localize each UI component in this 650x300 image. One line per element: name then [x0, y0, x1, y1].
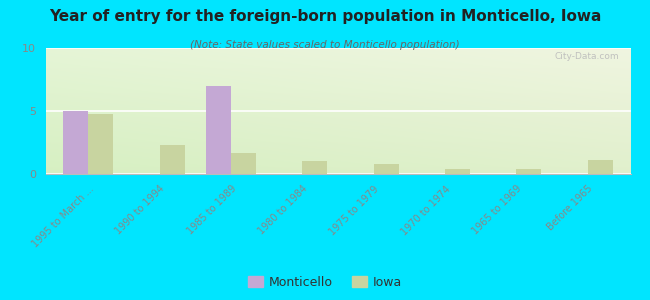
Text: (Note: State values scaled to Monticello population): (Note: State values scaled to Monticello… [190, 40, 460, 50]
Bar [206, 86, 231, 174]
Bar [445, 169, 470, 174]
Bar [374, 164, 398, 174]
Bar [88, 113, 113, 174]
Bar [63, 111, 88, 174]
Bar [588, 160, 613, 174]
Bar [516, 169, 541, 174]
Bar [160, 145, 185, 174]
Text: Year of entry for the foreign-born population in Monticello, Iowa: Year of entry for the foreign-born popul… [49, 9, 601, 24]
Bar [302, 161, 328, 174]
Text: City-Data.com: City-Data.com [554, 52, 619, 61]
Bar [231, 153, 256, 174]
Legend: Monticello, Iowa: Monticello, Iowa [242, 271, 408, 294]
